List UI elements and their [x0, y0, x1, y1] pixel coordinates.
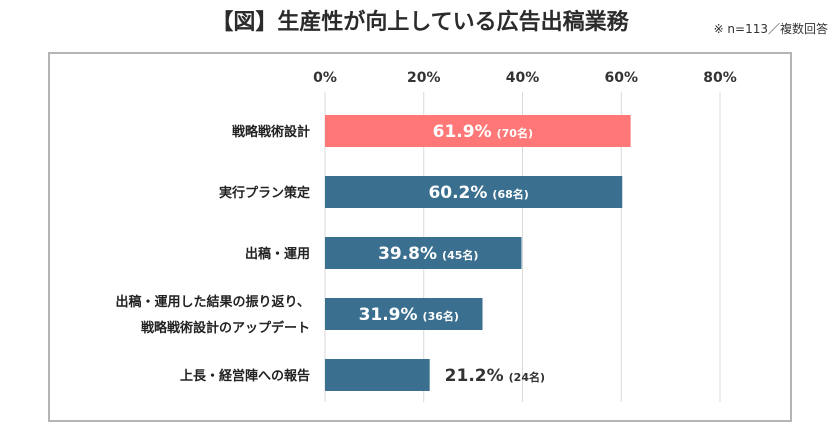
value-label: 39.8% (45名) [378, 244, 478, 264]
value-count: (68名) [492, 187, 528, 201]
value-count: (45名) [442, 248, 478, 262]
x-tick-label: 20% [407, 70, 441, 86]
chart-frame [48, 52, 792, 422]
x-tick-label: 60% [604, 70, 638, 86]
category-label: 戦略戦術設計のアップデート [141, 320, 310, 336]
x-tick-label: 80% [703, 70, 737, 86]
x-tick-label: 40% [506, 70, 540, 86]
value-label: 21.2% (24名) [445, 366, 545, 386]
value-label: 61.9% (70名) [433, 122, 533, 142]
value-count: (36名) [423, 309, 459, 323]
chart-title: 【図】生産性が向上している広告出稿業務 [211, 10, 629, 35]
bar [325, 115, 631, 147]
category-label: 実行プラン策定 [219, 185, 310, 201]
category-label: 出稿・運用した結果の振り返り、 [116, 294, 310, 310]
category-label: 戦略戦術設計 [232, 124, 310, 140]
sample-note: ※ n=113／複数回答 [713, 22, 828, 36]
value-count: (24名) [509, 370, 545, 384]
bar [325, 359, 430, 391]
bar [325, 237, 522, 269]
value-label: 31.9% (36名) [359, 305, 459, 325]
value-percent: 61.9% [433, 122, 492, 142]
x-tick-label: 0% [313, 70, 337, 86]
value-percent: 39.8% [378, 244, 437, 264]
category-label: 上長・経営陣への報告 [180, 368, 310, 384]
value-percent: 31.9% [359, 305, 418, 325]
value-percent: 21.2% [445, 366, 504, 386]
category-label: 出稿・運用 [245, 246, 310, 262]
value-count: (70名) [497, 126, 533, 140]
bar [325, 298, 483, 330]
bar [325, 176, 623, 208]
value-label: 60.2% (68名) [428, 183, 528, 203]
value-percent: 60.2% [428, 183, 487, 203]
